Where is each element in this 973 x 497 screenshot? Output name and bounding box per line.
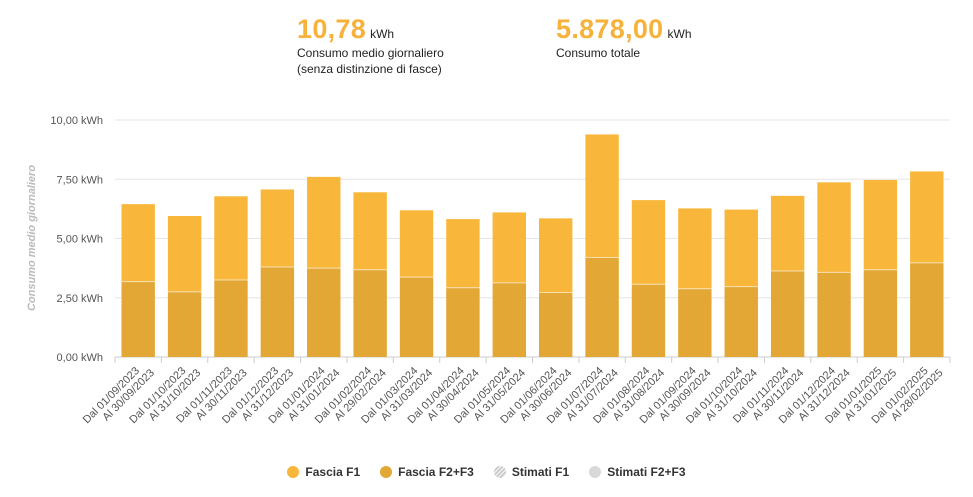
bar-fascia-f1 <box>585 134 619 258</box>
bar-fascia-f1 <box>121 204 155 282</box>
bar-fascia-f1 <box>631 200 666 285</box>
bar-fascia-f2f3 <box>910 262 944 357</box>
bar-fascia-f1 <box>910 171 944 263</box>
striped-dot-icon <box>493 466 506 478</box>
kpi-average-daily: 10,78 kWh Consumo medio giornaliero (senz… <box>297 14 444 77</box>
bar-fascia-f2f3 <box>492 282 527 357</box>
bar-fascia-f1 <box>353 192 387 270</box>
bar-fascia-f2f3 <box>724 286 758 357</box>
chart-legend: Fascia F1 Fascia F2+F3 Stimati F1 Stimat… <box>0 465 973 479</box>
legend-label: Stimati F1 <box>511 465 570 479</box>
bar-fascia-f2f3 <box>167 291 202 357</box>
bar-fascia-f2f3 <box>260 266 295 357</box>
bar-fascia-f1 <box>492 212 527 283</box>
x-tick-label: Dal 01/11/2023Al 30/11/2023 <box>174 359 250 435</box>
legend-label: Stimati F2+F3 <box>607 465 686 479</box>
consumption-chart: 0,00 kWh 2,50 kWh 5,00 kWh 7,50 kWh 10,00 kW… <box>26 115 951 435</box>
x-tick-label: Dal 01/09/2023Al 30/09/2023 <box>81 359 157 435</box>
y-tick-label: 5,00 kWh <box>57 234 103 246</box>
legend-item-stimati-f1[interactable]: Stimati F1 <box>493 465 570 479</box>
legend-label: Fascia F1 <box>305 465 361 479</box>
bar-fascia-f2f3 <box>631 284 666 357</box>
bar-fascia-f2f3 <box>585 257 619 357</box>
kpi-total-value: 5.878,00 <box>556 14 664 44</box>
kpi-total: 5.878,00 kWh Consumo totale <box>556 14 692 61</box>
bar-fascia-f2f3 <box>121 281 155 357</box>
bar-fascia-f1 <box>446 219 480 288</box>
kpi-average-unit: kWh <box>370 27 395 41</box>
bar-fascia-f2f3 <box>214 279 248 357</box>
kpi-total-unit: kWh <box>667 27 692 41</box>
kpi-average-value: 10,78 <box>297 14 367 44</box>
bar-fascia-f2f3 <box>678 288 712 357</box>
filled-dot-icon <box>380 466 393 478</box>
bar-fascia-f1 <box>770 195 805 271</box>
bar-fascia-f2f3 <box>817 272 851 357</box>
bar-fascia-f2f3 <box>770 270 805 357</box>
filled-dot-icon <box>287 466 300 478</box>
bar-fascia-f2f3 <box>353 269 387 357</box>
bar-fascia-f1 <box>724 209 758 287</box>
bar-fascia-f2f3 <box>307 268 341 357</box>
grey-dot-icon <box>589 466 602 478</box>
kpi-total-label: Consumo totale <box>556 46 641 60</box>
y-axis-title: Consumo medio giornaliero <box>26 165 38 311</box>
bar-fascia-f1 <box>678 208 712 289</box>
bar-fascia-f1 <box>863 179 898 270</box>
legend-label: Fascia F2+F3 <box>398 465 474 479</box>
bar-fascia-f2f3 <box>399 277 434 357</box>
bar-fascia-f1 <box>260 189 295 267</box>
x-tick-label: Dal 01/11/2024Al 30/11/2024 <box>731 359 807 435</box>
legend-item-stimati-f2f3[interactable]: Stimati F2+F3 <box>589 465 686 479</box>
bar-fascia-f1 <box>399 210 434 278</box>
bar-fascia-f1 <box>817 182 851 273</box>
legend-item-fascia-f2f3[interactable]: Fascia F2+F3 <box>380 465 474 479</box>
bar-fascia-f1 <box>214 196 248 280</box>
y-tick-label: 0,00 kWh <box>57 352 103 364</box>
kpi-average-label-line1: Consumo medio giornaliero <box>297 46 444 60</box>
legend-item-fascia-f1[interactable]: Fascia F1 <box>287 465 360 479</box>
bar-fascia-f2f3 <box>538 292 573 357</box>
y-tick-label: 10,00 kWh <box>50 115 103 127</box>
y-tick-label: 7,50 kWh <box>57 174 103 186</box>
y-tick-label: 2,50 kWh <box>57 293 103 305</box>
kpi-average-label-line2: (senza distinzione di fasce) <box>297 62 442 76</box>
bar-fascia-f1 <box>167 215 202 292</box>
bar-fascia-f1 <box>307 176 341 269</box>
bar-fascia-f2f3 <box>863 269 898 357</box>
bar-fascia-f2f3 <box>446 287 480 357</box>
bar-fascia-f1 <box>538 218 573 293</box>
